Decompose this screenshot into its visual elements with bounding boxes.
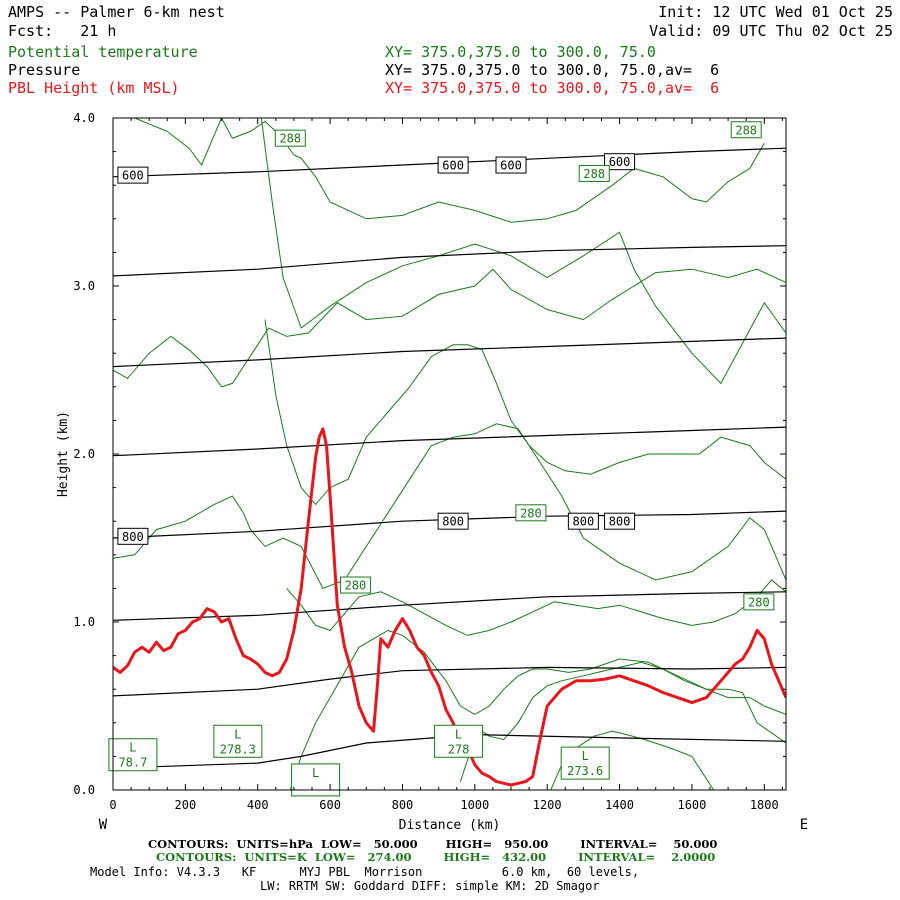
theta-label-0-box	[274, 129, 306, 147]
theta-min-L-4: L	[582, 749, 589, 763]
valid-time: Valid: 09 UTC Thu 02 Oct 25	[649, 22, 893, 40]
theta-label-3-box	[339, 576, 371, 594]
theta-contour-3	[264, 319, 786, 506]
theta-label-2-box	[730, 121, 762, 139]
theta-label-5-box	[743, 593, 775, 611]
pressure-contour-3	[113, 426, 786, 457]
theta-min-value-0: 78.7	[118, 756, 147, 770]
theta-contour-5	[286, 579, 786, 636]
pressure-label-2-box	[495, 156, 527, 174]
pressure-contour-2	[113, 337, 786, 368]
theta-label-5: 280	[748, 595, 770, 609]
theta-label-2: 288	[735, 123, 757, 137]
pbl-height-line	[113, 427, 786, 787]
x-tick-label-0: 0	[109, 798, 116, 812]
theta-min-L-3: L	[455, 727, 462, 741]
footer-model-info: Model Info: V4.3.3 KF MYJ PBL Morrison 6…	[90, 865, 640, 879]
theta-contour-1	[260, 118, 786, 385]
pressure-label-4: 800	[122, 530, 144, 544]
x-tick-label-1: 200	[175, 798, 197, 812]
field-label-pressure: Pressure	[8, 61, 81, 79]
x-tick-label-2: 400	[247, 798, 269, 812]
theta-min-box-1	[213, 724, 263, 758]
x-tick-label-5: 1000	[460, 798, 489, 812]
pressure-label-1: 600	[442, 159, 464, 173]
theta-min-L-1: L	[234, 727, 241, 741]
x-tick-label-7: 1400	[605, 798, 634, 812]
y-tick-label-2: 2.0	[73, 447, 95, 461]
xy-theta: XY= 375.0,375.0 to 300.0, 75.0	[385, 43, 656, 61]
theta-min-value-1: 278.3	[220, 742, 256, 756]
footer-contours-theta: CONTOURS: UNITS=K LOW= 274.00 HIGH= 432.…	[156, 850, 716, 864]
pressure-label-2: 600	[500, 159, 522, 173]
pressure-contour-4	[113, 510, 786, 539]
x-tick-label-4: 800	[392, 798, 414, 812]
pressure-label-0-box	[117, 166, 149, 184]
pressure-contours	[113, 147, 786, 769]
pbl-height-layer	[113, 427, 786, 787]
forecast-hour: Fcst: 21 h	[8, 22, 117, 40]
pressure-contour-6	[113, 666, 786, 697]
west-label: W	[99, 817, 108, 833]
theta-contour-6	[289, 629, 786, 790]
pressure-label-5-box	[437, 512, 469, 530]
y-tick-label-4: 4.0	[73, 111, 95, 125]
theta-contours	[113, 118, 786, 790]
y-tick-label-1: 1.0	[73, 615, 95, 629]
xy-pressure: XY= 375.0,375.0 to 300.0, 75.0,av= 6	[385, 61, 720, 79]
pressure-label-3: 600	[609, 155, 631, 169]
pressure-contour-7	[113, 733, 786, 769]
theta-label-4-box	[515, 504, 547, 522]
contour-labels: 600 600 600 600 800 800 800 800 288 288 288 280 280 2…	[108, 121, 775, 797]
theta-label-4: 280	[520, 506, 542, 520]
theta-label-3: 280	[345, 579, 367, 593]
footer-physics-info: LW: RRTM SW: Goddard DIFF: simple KM: 2D…	[260, 879, 600, 893]
theta-contour-0	[134, 118, 765, 223]
pressure-label-6-box	[567, 512, 599, 530]
pressure-label-7: 800	[609, 515, 631, 529]
x-tick-label-6: 1200	[533, 798, 562, 812]
x-tick-label-3: 600	[319, 798, 341, 812]
field-label-pbl: PBL Height (km MSL)	[8, 79, 180, 97]
y-tick-label-3: 3.0	[73, 279, 95, 293]
theta-min-value-4: 273.6	[567, 764, 603, 778]
east-label: E	[800, 817, 808, 833]
x-tick-label-8: 1600	[677, 798, 706, 812]
field-label-theta: Potential temperature	[8, 43, 198, 61]
y-axis-label: Height (km)	[56, 411, 71, 497]
theta-contour-2	[113, 268, 786, 388]
footer-contours-pressure: CONTOURS: UNITS=hPa LOW= 50.000 HIGH= 95…	[148, 837, 718, 851]
pressure-contour-5	[113, 591, 786, 621]
x-tick-label-9: 1800	[750, 798, 779, 812]
theta-label-1: 288	[583, 167, 605, 181]
theta-min-L-2: L	[312, 766, 319, 780]
theta-label-1-box	[578, 164, 610, 182]
theta-contour-7	[459, 661, 786, 782]
pressure-label-4-box	[117, 527, 149, 545]
axes: 0 200 400 600 800 1000 1200 1400 1600 1800 0.0 1.0 2…	[56, 111, 808, 833]
theta-min-box-0	[108, 738, 158, 772]
pressure-label-1-box	[437, 156, 469, 174]
y-tick-label-0: 0.0	[73, 783, 95, 797]
pressure-contour-1	[113, 245, 786, 277]
theta-label-0: 288	[279, 132, 301, 146]
theta-contour-4	[113, 423, 786, 590]
pressure-contour-0	[113, 147, 786, 178]
pressure-label-6: 800	[573, 515, 595, 529]
theta-min-box-3	[434, 724, 484, 758]
x-axis-label: Distance (km)	[399, 818, 501, 833]
init-time: Init: 12 UTC Wed 01 Oct 25	[658, 3, 893, 21]
pressure-label-5: 800	[442, 515, 464, 529]
pressure-label-7-box	[604, 512, 636, 530]
xy-pbl: XY= 375.0,375.0 to 300.0, 75.0,av= 6	[385, 79, 720, 97]
pressure-label-0: 600	[122, 169, 144, 183]
pressure-label-3-box	[604, 153, 636, 171]
theta-min-L-0: L	[129, 741, 136, 755]
theta-min-box-2	[291, 763, 341, 797]
theta-min-box-4	[560, 746, 610, 780]
model-title: AMPS -- Palmer 6-km nest	[8, 3, 225, 21]
theta-min-value-3: 278	[448, 742, 470, 756]
